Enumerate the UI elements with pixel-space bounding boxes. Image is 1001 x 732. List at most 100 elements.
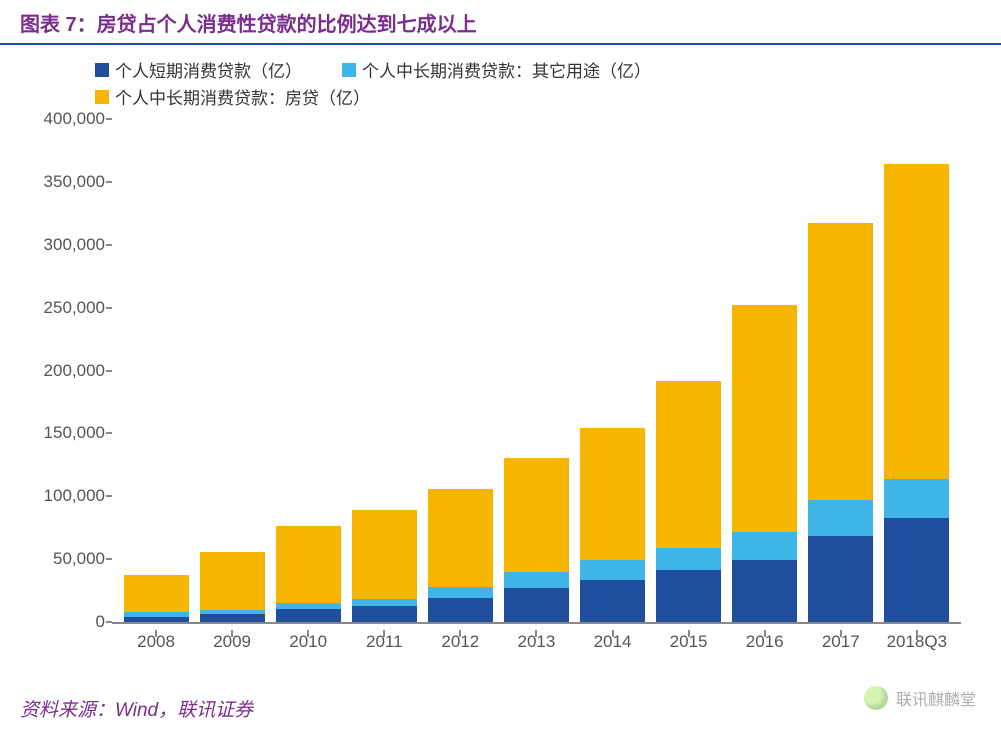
bar-group (504, 458, 569, 622)
x-tick-label: 2010 (276, 632, 341, 664)
x-tick-mark (916, 630, 918, 637)
bar-segment-short (580, 580, 645, 622)
bar-group (884, 164, 949, 622)
bar-segment-mortgage (428, 489, 493, 586)
x-tick-mark (459, 630, 461, 637)
bar-segment-other (656, 548, 721, 571)
legend: 个人短期消费贷款（亿） 个人中长期消费贷款：其它用途（亿） 个人中长期消费贷款：… (0, 45, 1001, 115)
x-tick-mark (688, 630, 690, 637)
bar-segment-mortgage (884, 164, 949, 480)
bar-segment-mortgage (580, 428, 645, 561)
bar-segment-other (428, 587, 493, 598)
bar-segment-short (732, 560, 797, 622)
legend-label: 个人中长期消费贷款：房贷（亿） (115, 84, 370, 109)
bar-segment-other (884, 479, 949, 518)
bar-group (580, 428, 645, 622)
bar-segment-short (200, 614, 265, 622)
bar-segment-other (504, 572, 569, 588)
bar-group (808, 223, 873, 622)
bar-segment-mortgage (504, 458, 569, 572)
y-tick-mark (106, 307, 112, 309)
x-tick-mark (155, 630, 157, 637)
bar-segment-short (656, 570, 721, 622)
plot-region: 050,000100,000150,000200,000250,000300,0… (112, 119, 961, 624)
bar-group (732, 305, 797, 622)
bar-segment-mortgage (276, 526, 341, 603)
y-tick-label: 100,000 (30, 486, 105, 506)
bar-segment-short (276, 609, 341, 622)
y-tick-label: 0 (30, 612, 105, 632)
bar-group (276, 526, 341, 622)
chart-area: 0 50,000 100,000 150,000 200,000 250,000 300,0… (30, 119, 971, 664)
x-tick-label: 2016 (732, 632, 797, 664)
x-tick-mark (840, 630, 842, 637)
bar-segment-mortgage (732, 305, 797, 532)
x-tick-mark (307, 630, 309, 637)
x-tick-label: 2009 (200, 632, 265, 664)
title-prefix: 图表 7： (20, 14, 97, 36)
y-tick-mark (106, 370, 112, 372)
bar-segment-mortgage (200, 552, 265, 610)
source-line: 资料来源：Wind，联讯证券 (20, 695, 253, 722)
bar-group (428, 489, 493, 622)
legend-item-mortgage: 个人中长期消费贷款：房贷（亿） (95, 84, 370, 109)
bar-segment-short (884, 518, 949, 622)
bar-group (656, 381, 721, 622)
x-tick-label: 2012 (428, 632, 493, 664)
x-tick-mark (383, 630, 385, 637)
x-tick-label: 2017 (808, 632, 873, 664)
bar-segment-short (808, 536, 873, 622)
x-axis-labels: 2008 2009 2010 2011 2012 2013 2014 2015 2016 2017… (112, 624, 961, 664)
y-tick-mark (106, 181, 112, 183)
bar-group (352, 510, 417, 622)
legend-label: 个人短期消费贷款（亿） (115, 57, 302, 82)
x-tick-label: 2015 (656, 632, 721, 664)
x-tick-label: 2014 (580, 632, 645, 664)
bar-segment-other (732, 532, 797, 560)
y-tick-mark (106, 244, 112, 246)
y-tick-mark (106, 118, 112, 120)
bar-segment-mortgage (656, 381, 721, 548)
bar-segment-mortgage (352, 510, 417, 600)
y-tick-label: 250,000 (30, 298, 105, 318)
x-tick-label: 2013 (504, 632, 569, 664)
y-tick-label: 400,000 (30, 109, 105, 129)
y-tick-label: 150,000 (30, 423, 105, 443)
bar-group (200, 552, 265, 622)
y-tick-mark (106, 621, 112, 623)
bar-segment-short (124, 617, 189, 622)
y-tick-label: 350,000 (30, 172, 105, 192)
bar-segment-short (352, 606, 417, 622)
x-tick-mark (612, 630, 614, 637)
x-tick-label: 2011 (352, 632, 417, 664)
legend-swatch (342, 63, 356, 77)
x-tick-label: 2008 (124, 632, 189, 664)
legend-label: 个人中长期消费贷款：其它用途（亿） (362, 57, 651, 82)
y-tick-mark (106, 558, 112, 560)
legend-swatch (95, 63, 109, 77)
bar-segment-other (808, 500, 873, 537)
x-tick-mark (764, 630, 766, 637)
title-text: 房贷占个人消费性贷款的比例达到七成以上 (97, 14, 477, 36)
y-tick-label: 50,000 (30, 549, 105, 569)
legend-item-other: 个人中长期消费贷款：其它用途（亿） (342, 57, 651, 82)
bar-segment-short (428, 598, 493, 622)
y-tick-label: 200,000 (30, 361, 105, 381)
x-tick-label: 2018Q3 (884, 632, 949, 664)
legend-item-short: 个人短期消费贷款（亿） (95, 57, 302, 82)
x-tick-mark (535, 630, 537, 637)
watermark-text: 联讯麒麟堂 (896, 686, 976, 710)
y-tick-mark (106, 495, 112, 497)
legend-swatch (95, 90, 109, 104)
y-tick-mark (106, 432, 112, 434)
bar-segment-short (504, 588, 569, 622)
chart-title-bar: 图表 7：房贷占个人消费性贷款的比例达到七成以上 (0, 0, 1001, 45)
bars-container (112, 119, 961, 622)
wechat-icon (864, 686, 888, 710)
watermark: 联讯麒麟堂 (864, 686, 976, 710)
bar-segment-mortgage (124, 575, 189, 612)
bar-segment-mortgage (808, 223, 873, 499)
bar-segment-other (580, 560, 645, 580)
x-tick-mark (231, 630, 233, 637)
y-tick-label: 300,000 (30, 235, 105, 255)
